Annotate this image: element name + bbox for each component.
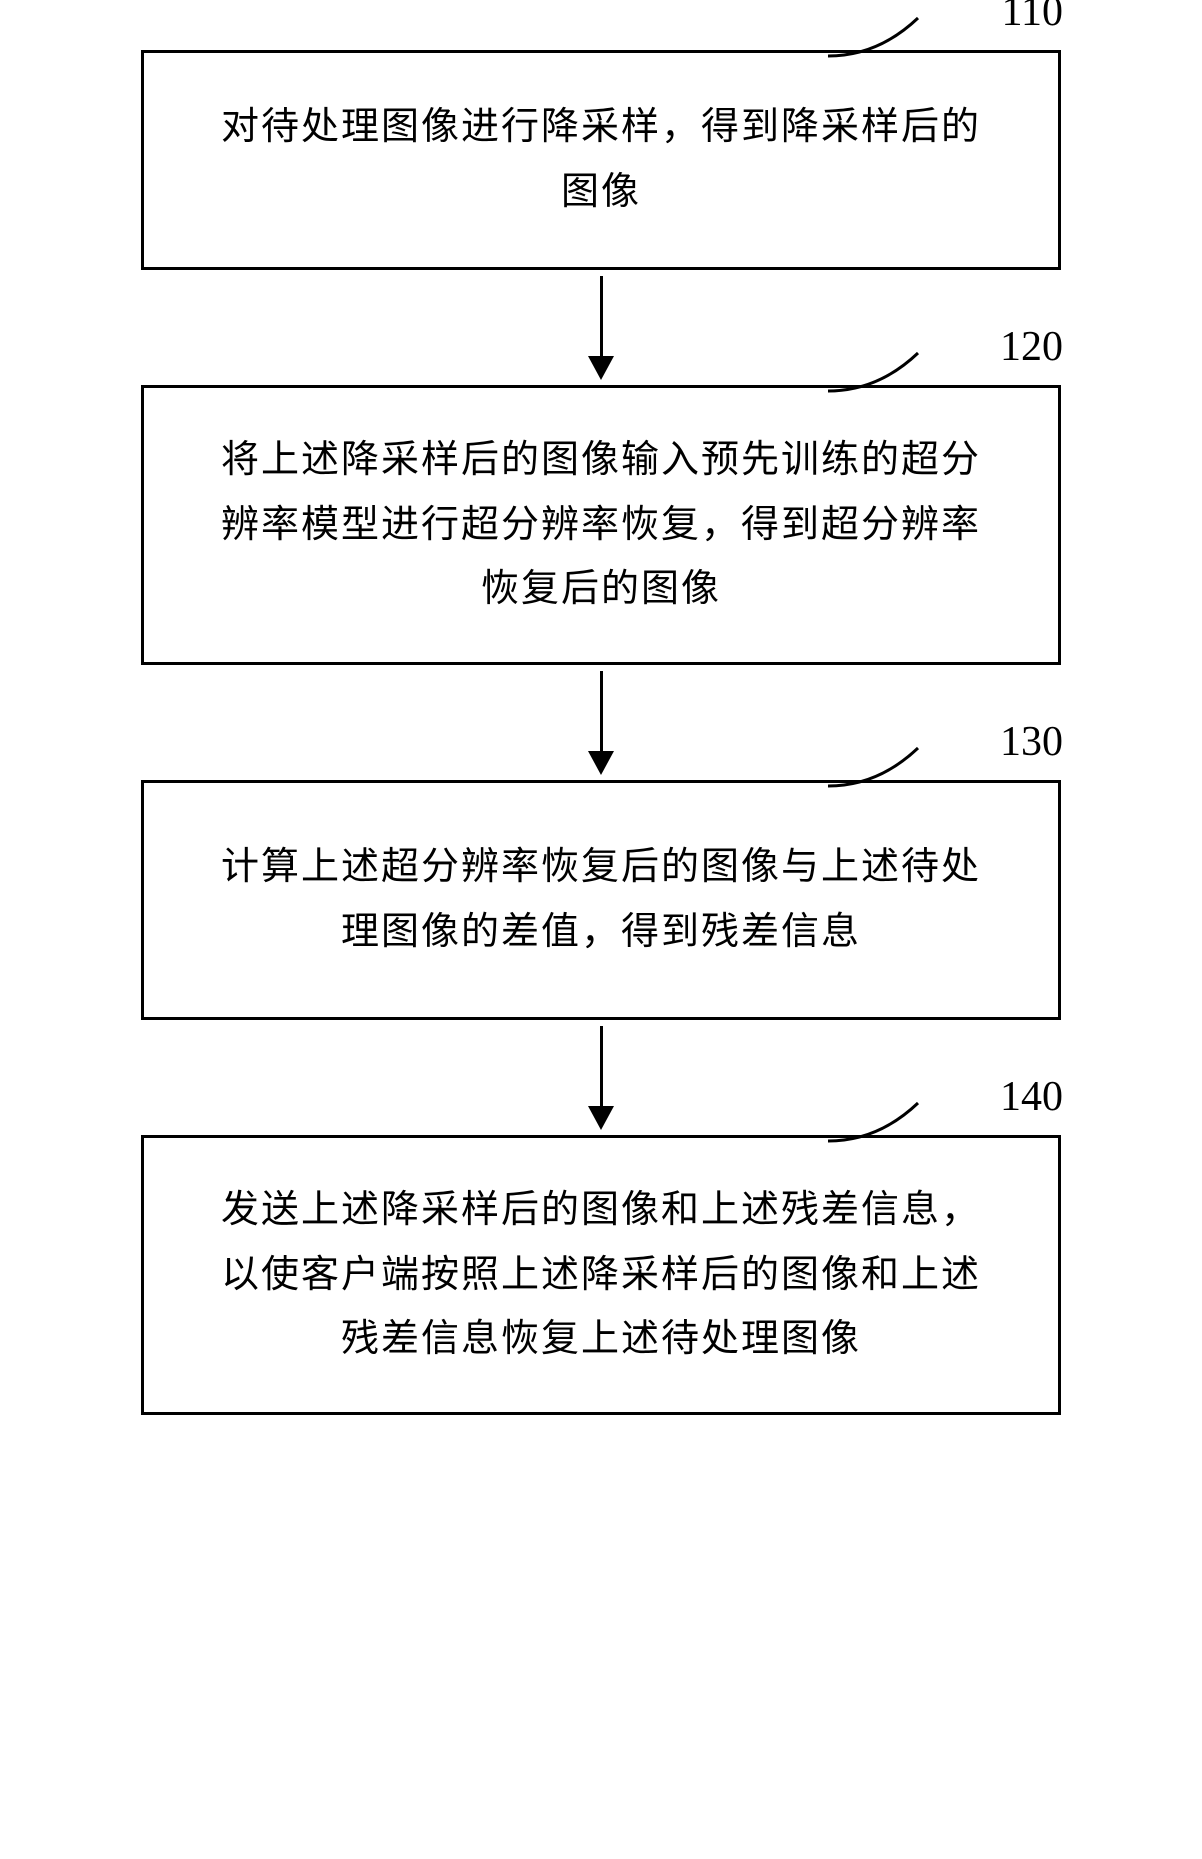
node-text: 将上述降采样后的图像输入预先训练的超分辨率模型进行超分辨率恢复，得到超分辨率恢复… — [204, 428, 998, 622]
flowchart-arrow — [588, 665, 614, 780]
flowchart-node: 130 计算上述超分辨率恢复后的图像与上述待处理图像的差值，得到残差信息 — [141, 780, 1061, 1020]
arrow-line — [600, 1026, 603, 1106]
flowchart-arrow — [588, 1020, 614, 1135]
callout-connector — [828, 738, 978, 788]
node-label: 120 — [1000, 323, 1063, 371]
flowchart-node: 120 将上述降采样后的图像输入预先训练的超分辨率模型进行超分辨率恢复，得到超分… — [141, 385, 1061, 665]
arrow-head — [588, 1106, 614, 1130]
node-text: 发送上述降采样后的图像和上述残差信息，以使客户端按照上述降采样后的图像和上述残差… — [204, 1178, 998, 1372]
node-text: 计算上述超分辨率恢复后的图像与上述待处理图像的差值，得到残差信息 — [204, 835, 998, 964]
callout-connector — [828, 8, 978, 58]
callout-connector — [828, 1093, 978, 1143]
node-text: 对待处理图像进行降采样，得到降采样后的图像 — [204, 95, 998, 224]
node-label: 110 — [1002, 0, 1063, 36]
node-label: 130 — [1000, 718, 1063, 766]
flowchart-node: 110 对待处理图像进行降采样，得到降采样后的图像 — [141, 50, 1061, 270]
flowchart-arrow — [588, 270, 614, 385]
flowchart-container: 110 对待处理图像进行降采样，得到降采样后的图像 120 将上述降采样后的图像… — [80, 50, 1122, 1415]
flowchart-node: 140 发送上述降采样后的图像和上述残差信息，以使客户端按照上述降采样后的图像和… — [141, 1135, 1061, 1415]
arrow-head — [588, 751, 614, 775]
arrow-head — [588, 356, 614, 380]
node-label: 140 — [1000, 1073, 1063, 1121]
callout-connector — [828, 343, 978, 393]
arrow-line — [600, 276, 603, 356]
arrow-line — [600, 671, 603, 751]
